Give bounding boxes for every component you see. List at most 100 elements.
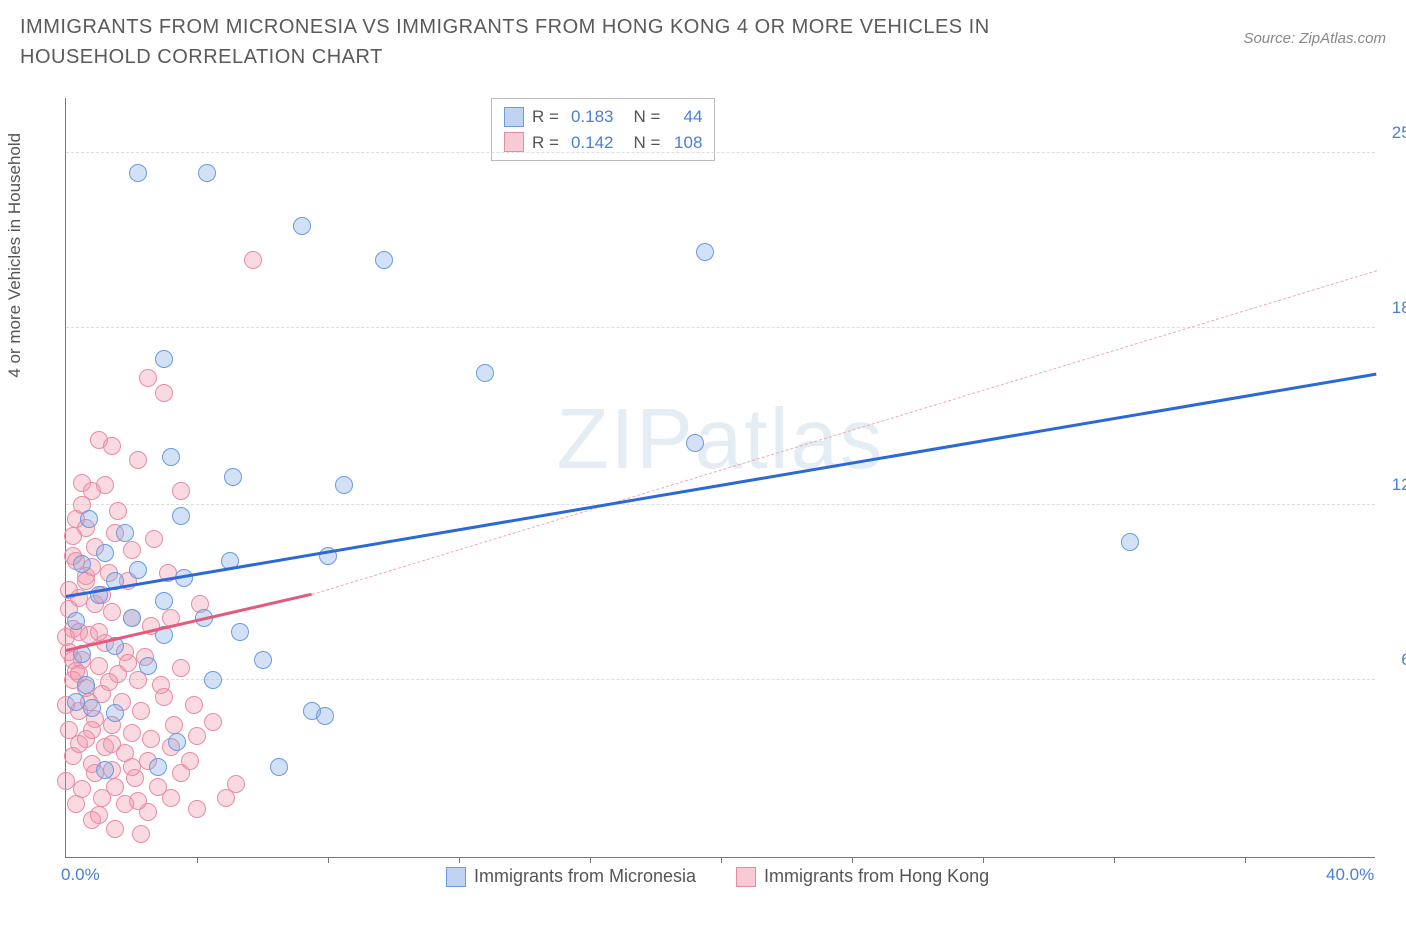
scatter-point <box>172 659 190 677</box>
scatter-point <box>316 707 334 725</box>
scatter-point <box>139 369 157 387</box>
scatter-point <box>80 510 98 528</box>
scatter-point <box>168 733 186 751</box>
scatter-point <box>188 727 206 745</box>
gridline-h <box>66 152 1375 153</box>
scatter-point <box>57 628 75 646</box>
x-minor-tick <box>590 857 591 863</box>
scatter-point <box>96 761 114 779</box>
scatter-point <box>155 350 173 368</box>
scatter-point <box>224 468 242 486</box>
scatter-point <box>172 764 190 782</box>
gridline-h <box>66 504 1375 505</box>
r-value-micronesia: 0.183 <box>571 104 614 130</box>
r-label: R = <box>532 130 559 156</box>
chart-container: 4 or more Vehicles in Household ZIPatlas… <box>20 90 1386 890</box>
scatter-point <box>123 758 141 776</box>
watermark: ZIPatlas <box>557 391 885 489</box>
scatter-point <box>188 800 206 818</box>
legend-label-micronesia: Immigrants from Micronesia <box>474 866 696 887</box>
n-label: N = <box>633 104 660 130</box>
source-label: Source: ZipAtlas.com <box>1243 30 1386 47</box>
scatter-point <box>103 735 121 753</box>
y-axis-label: 4 or more Vehicles in Household <box>5 133 25 378</box>
legend-item-hongkong: Immigrants from Hong Kong <box>736 866 989 887</box>
scatter-point <box>293 217 311 235</box>
r-value-hongkong: 0.142 <box>571 130 614 156</box>
swatch-hongkong-icon <box>736 867 756 887</box>
scatter-point <box>204 713 222 731</box>
legend-label-hongkong: Immigrants from Hong Kong <box>764 866 989 887</box>
scatter-point <box>67 612 85 630</box>
scatter-point <box>119 654 137 672</box>
scatter-point <box>103 437 121 455</box>
trend-line <box>311 271 1376 596</box>
y-tick-label: 18.8% <box>1380 298 1406 318</box>
scatter-point <box>106 820 124 838</box>
scatter-point <box>64 527 82 545</box>
scatter-point <box>70 735 88 753</box>
scatter-point <box>155 688 173 706</box>
legend-series: Immigrants from Micronesia Immigrants fr… <box>446 866 989 887</box>
x-tick-label: 40.0% <box>1326 865 1374 885</box>
scatter-point <box>77 676 95 694</box>
swatch-micronesia-icon <box>446 867 466 887</box>
scatter-point <box>142 730 160 748</box>
scatter-point <box>129 451 147 469</box>
scatter-point <box>90 657 108 675</box>
scatter-point <box>155 384 173 402</box>
y-tick-label: 25.0% <box>1380 123 1406 143</box>
gridline-h <box>66 327 1375 328</box>
scatter-point <box>244 251 262 269</box>
scatter-point <box>90 623 108 641</box>
x-minor-tick <box>197 857 198 863</box>
scatter-point <box>335 476 353 494</box>
x-minor-tick <box>983 857 984 863</box>
legend-row-hongkong: R = 0.142 N = 108 <box>504 130 702 156</box>
y-tick-label: 6.3% <box>1380 650 1406 670</box>
scatter-point <box>270 758 288 776</box>
scatter-point <box>149 758 167 776</box>
scatter-point <box>686 434 704 452</box>
watermark-bold: ZIP <box>557 392 695 487</box>
scatter-point <box>139 657 157 675</box>
scatter-point <box>96 544 114 562</box>
trend-line <box>66 373 1376 598</box>
scatter-point <box>129 561 147 579</box>
scatter-point <box>204 671 222 689</box>
x-minor-tick <box>721 857 722 863</box>
scatter-point <box>227 775 245 793</box>
n-value-micronesia: 44 <box>672 104 702 130</box>
scatter-point <box>90 806 108 824</box>
scatter-point <box>172 482 190 500</box>
scatter-point <box>185 696 203 714</box>
scatter-point <box>231 623 249 641</box>
scatter-point <box>162 448 180 466</box>
scatter-point <box>696 243 714 261</box>
scatter-point <box>123 724 141 742</box>
scatter-point <box>100 673 118 691</box>
x-tick-label: 0.0% <box>61 865 100 885</box>
legend-row-micronesia: R = 0.183 N = 44 <box>504 104 702 130</box>
scatter-point <box>375 251 393 269</box>
gridline-h <box>66 679 1375 680</box>
scatter-point <box>67 795 85 813</box>
y-tick-label: 12.5% <box>1380 475 1406 495</box>
x-minor-tick <box>852 857 853 863</box>
title-block: IMMIGRANTS FROM MICRONESIA VS IMMIGRANTS… <box>20 12 1120 72</box>
legend-item-micronesia: Immigrants from Micronesia <box>446 866 696 887</box>
chart-header: IMMIGRANTS FROM MICRONESIA VS IMMIGRANTS… <box>0 0 1406 72</box>
n-value-hongkong: 108 <box>672 130 702 156</box>
scatter-point <box>165 716 183 734</box>
n-label: N = <box>633 130 660 156</box>
scatter-point <box>123 541 141 559</box>
scatter-point <box>123 609 141 627</box>
scatter-point <box>254 651 272 669</box>
scatter-point <box>109 502 127 520</box>
scatter-point <box>145 530 163 548</box>
x-minor-tick <box>1245 857 1246 863</box>
scatter-point <box>129 164 147 182</box>
scatter-point <box>132 825 150 843</box>
scatter-point <box>132 702 150 720</box>
r-label: R = <box>532 104 559 130</box>
